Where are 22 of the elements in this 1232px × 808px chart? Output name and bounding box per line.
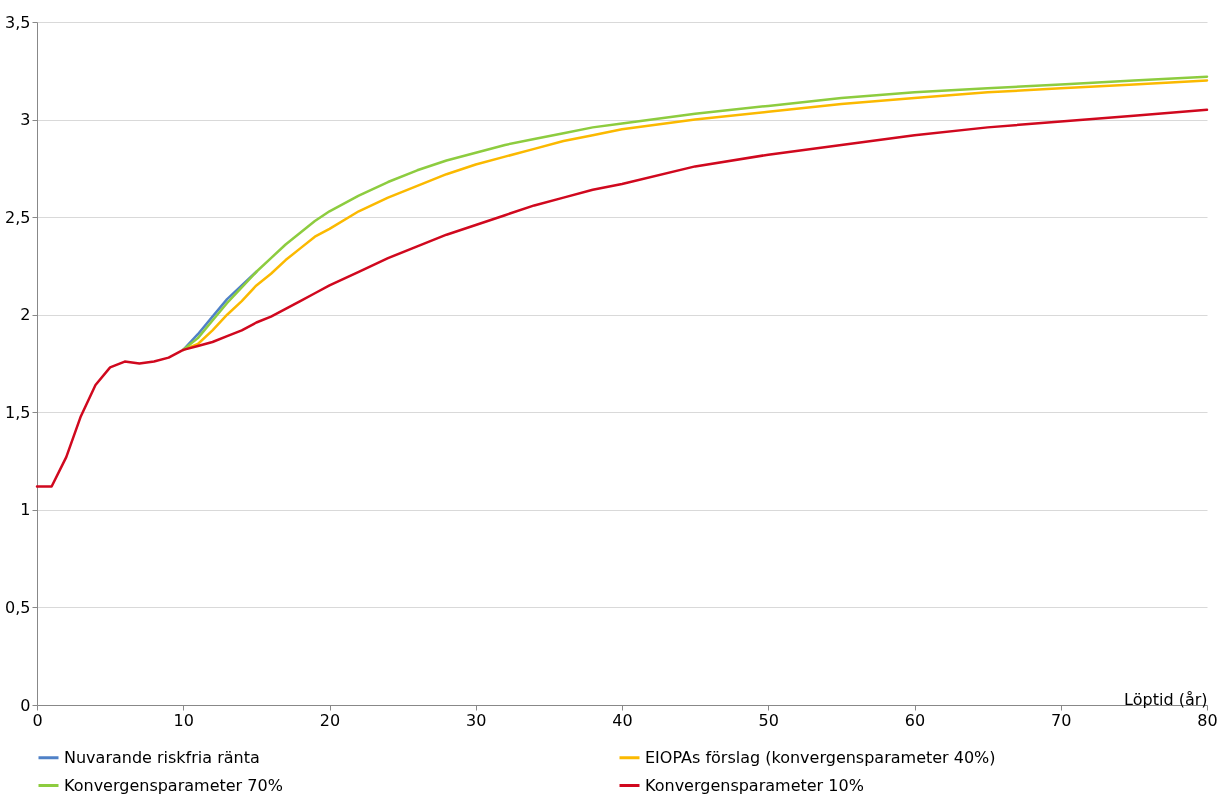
y-tick-label: 1,5 bbox=[5, 402, 31, 422]
y-tick-label: 3 bbox=[20, 110, 31, 130]
y-tick-label: 2 bbox=[20, 305, 31, 325]
x-tick-label: 70 bbox=[1051, 710, 1072, 730]
legend-label: Nuvarande riskfria ränta bbox=[64, 747, 260, 767]
y-tick-label: 1 bbox=[20, 500, 31, 520]
legend-label: EIOPAs förslag (konvergensparameter 40%) bbox=[645, 747, 996, 767]
x-tick-label: 20 bbox=[319, 710, 341, 730]
y-tick-label: 0,5 bbox=[5, 597, 31, 617]
legend-label: Konvergensparameter 70% bbox=[64, 775, 283, 795]
x-tick-label: 30 bbox=[466, 710, 487, 730]
legend-label: Konvergensparameter 10% bbox=[645, 775, 864, 795]
y-tick-label: 3,5 bbox=[5, 12, 31, 32]
x-axis-title: Löptid (år) bbox=[1124, 689, 1208, 709]
x-tick-label: 80 bbox=[1197, 710, 1218, 730]
x-tick-label: 50 bbox=[758, 710, 779, 730]
x-tick-label: 60 bbox=[904, 710, 926, 730]
y-tick-label: 2,5 bbox=[5, 207, 31, 227]
x-tick-label: 10 bbox=[173, 710, 194, 730]
y-tick-label: 0 bbox=[20, 695, 31, 715]
x-tick-label: 40 bbox=[612, 710, 633, 730]
line-series bbox=[35, 108, 1209, 488]
